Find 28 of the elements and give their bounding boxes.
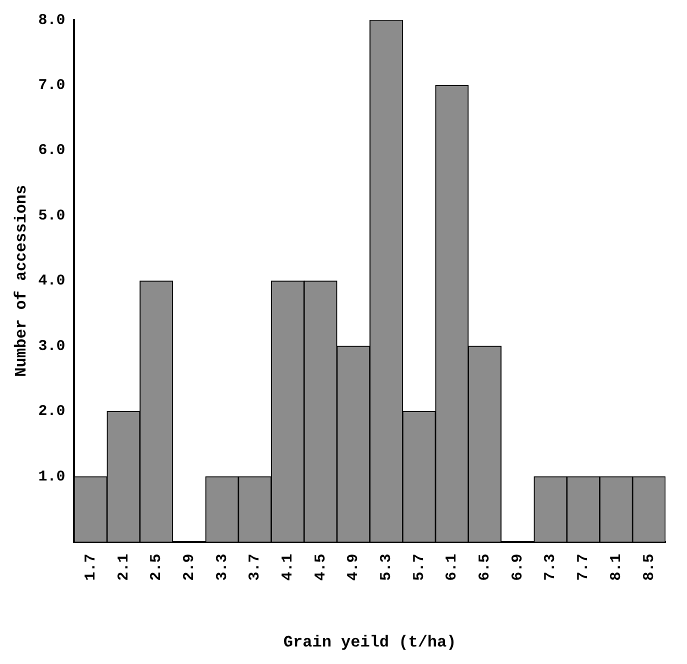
x-tick-label: 2.9 (180, 554, 198, 581)
x-axis-title: Grain yeild (t/ha) (283, 633, 456, 652)
x-tick-label: 3.3 (214, 554, 231, 581)
x-tick-label: 4.5 (312, 554, 330, 581)
x-tick-label: 4.9 (345, 554, 362, 581)
y-tick-label: 8.0 (38, 12, 66, 29)
y-tick-label: 4.0 (38, 272, 66, 290)
x-tick-label: 5.3 (378, 554, 396, 581)
y-tick-label: 6.0 (38, 142, 66, 160)
x-tick-label: 7.3 (542, 554, 560, 581)
x-tick-label: 3.7 (246, 554, 264, 581)
x-tick-label: 6.5 (476, 554, 494, 581)
x-tick-label: 7.7 (575, 554, 592, 581)
x-tick-label: 8.5 (640, 554, 658, 581)
x-tick-label: 2.5 (148, 554, 166, 581)
x-tick-label: 2.1 (115, 554, 132, 581)
x-tick-label: 5.7 (410, 554, 428, 581)
x-tick-label: 8.1 (608, 554, 625, 581)
y-tick-label: 2.0 (38, 403, 66, 420)
y-tick-label: 1.0 (38, 468, 66, 486)
x-tick-label: 1.7 (82, 554, 100, 581)
y-tick-label: 5.0 (38, 207, 66, 224)
x-tick-label: 6.9 (509, 554, 526, 581)
x-tick-label: 4.1 (279, 554, 296, 581)
y-axis-title: Number of accessions (12, 184, 31, 377)
y-tick-label: 3.0 (38, 338, 66, 355)
x-tick-label: 6.1 (444, 554, 461, 581)
y-tick-label: 7.0 (38, 77, 66, 94)
